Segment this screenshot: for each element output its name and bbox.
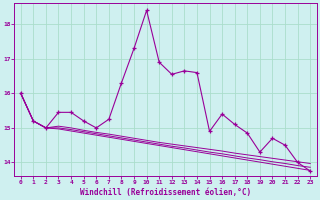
X-axis label: Windchill (Refroidissement éolien,°C): Windchill (Refroidissement éolien,°C) (80, 188, 251, 197)
